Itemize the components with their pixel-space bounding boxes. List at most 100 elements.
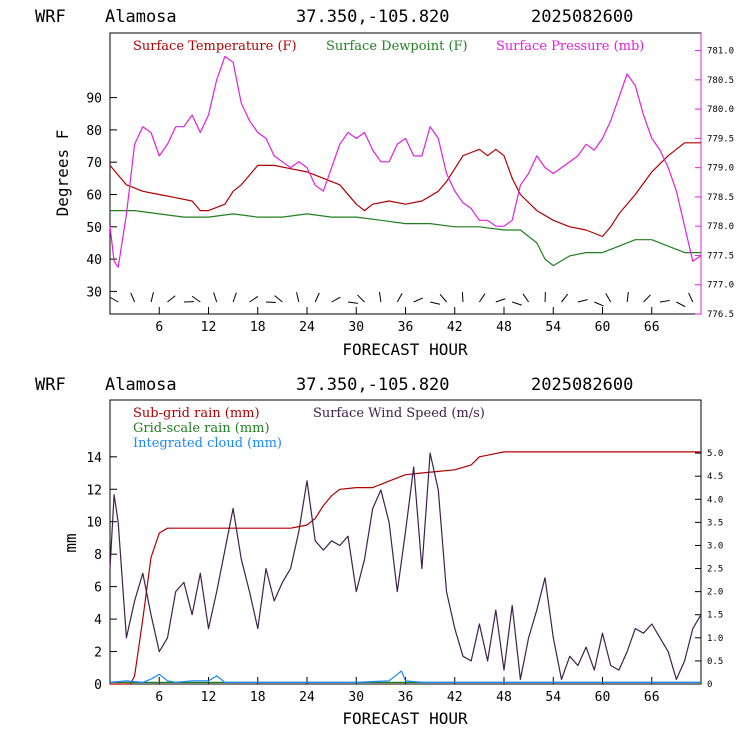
top-y-tick-label: 40 xyxy=(86,253,102,268)
wind-barb xyxy=(512,301,522,306)
top-y-tick-label: 50 xyxy=(86,221,102,236)
top-x-tick-label: 6 xyxy=(155,320,163,335)
top-x-tick-label: 66 xyxy=(644,320,660,335)
wind-barb xyxy=(413,297,424,303)
bottom-y-tick-label: 14 xyxy=(86,451,102,466)
bottom-y2-tick-label: 5.0 xyxy=(707,449,723,459)
top-y2-tick-label: 779.5 xyxy=(707,134,734,144)
top-x-tick-label: 54 xyxy=(545,320,561,335)
wind-barb xyxy=(109,296,119,303)
legend-dewpoint: Surface Dewpoint (F) xyxy=(326,39,468,54)
pressure-line xyxy=(109,55,702,268)
bottom-y2-tick-label: 1.0 xyxy=(707,634,723,644)
bottom-y2-tick-label: 4.5 xyxy=(707,472,723,482)
legend-integrated-cloud: Integrated cloud (mm) xyxy=(133,436,282,451)
wind-barb xyxy=(150,292,154,303)
top-x-tick-label: 24 xyxy=(299,320,315,335)
top-y2-tick-label: 778.0 xyxy=(707,222,734,232)
wind-barb xyxy=(213,292,218,303)
bottom-x-ticks: 6 12 18 24 30 36 42 48 54 60 66 xyxy=(155,677,660,705)
subgrid-rain-line xyxy=(110,451,701,685)
bottom-y2-tick-label: 3.0 xyxy=(707,541,723,551)
top-x-tick-label: 12 xyxy=(201,320,217,335)
wind-barb xyxy=(167,295,176,303)
wind-barb xyxy=(478,293,486,303)
wind-barb xyxy=(659,299,670,303)
bottom-y2-tick-label: 3.5 xyxy=(707,518,723,528)
wind-barb xyxy=(688,292,694,303)
top-header-run: 2025082600 xyxy=(531,7,633,27)
bottom-x-tick-label: 48 xyxy=(496,690,512,705)
bottom-y-tick-label: 0 xyxy=(94,678,102,693)
top-series-lines xyxy=(109,55,702,268)
wind-barb xyxy=(314,292,320,303)
wind-barb xyxy=(430,301,440,305)
top-y-tick-label: 70 xyxy=(86,156,102,171)
top-header-coords: 37.350,-105.820 xyxy=(296,7,450,27)
wind-barbs xyxy=(109,291,694,308)
wind-barb xyxy=(396,293,403,303)
top-x-tick-label: 48 xyxy=(496,320,512,335)
precipitation-panel: WRF Alamosa 37.350,-105.820 2025082600 S… xyxy=(35,375,723,728)
bottom-y2-tick-label: 2.5 xyxy=(707,565,723,575)
wind-barb xyxy=(626,292,629,303)
bottom-y-tick-label: 10 xyxy=(86,516,102,531)
bottom-series-lines xyxy=(109,451,702,685)
legend-pressure: Surface Pressure (mb) xyxy=(496,39,644,54)
dewpoint-line xyxy=(110,210,701,267)
bottom-x-tick-label: 12 xyxy=(201,690,217,705)
bottom-y2-tick-label: 4.0 xyxy=(707,495,723,505)
wind-barb xyxy=(265,301,276,304)
top-y2-tick-label: 776.5 xyxy=(707,310,734,320)
wind-barb xyxy=(594,301,604,307)
wind-barb xyxy=(439,294,447,303)
top-y2-tick-label: 780.5 xyxy=(707,76,734,86)
top-y-ticks: 30 40 50 60 70 80 90 xyxy=(86,92,117,300)
bottom-y2-tick-label: 2.0 xyxy=(707,588,723,598)
top-plot-frame xyxy=(109,32,702,315)
top-y2-tick-label: 777.5 xyxy=(707,251,734,261)
bottom-header-model: WRF xyxy=(35,375,66,395)
top-y2-tick-label: 780.0 xyxy=(707,105,734,115)
wind-barb xyxy=(347,301,359,304)
wind-barb xyxy=(495,298,506,303)
bottom-y2-tick-label: 0.5 xyxy=(707,657,723,667)
wind-barb xyxy=(331,296,341,303)
integrated-cloud-line xyxy=(109,670,701,684)
top-x-tick-label: 60 xyxy=(595,320,611,335)
top-y-tick-label: 60 xyxy=(86,188,102,203)
temperature-line xyxy=(109,142,701,238)
top-y-tick-label: 80 xyxy=(86,124,102,139)
legend-gridscale-rain: Grid-scale rain (mm) xyxy=(133,421,270,436)
wind-barb xyxy=(605,293,612,303)
bottom-x-tick-label: 36 xyxy=(398,690,414,705)
top-x-axis-label: FORECAST HOUR xyxy=(342,340,468,359)
bottom-y2-tick-label: 1.5 xyxy=(707,611,723,621)
wind-barb xyxy=(274,295,283,303)
top-y2-tick-label: 778.5 xyxy=(707,193,734,203)
bottom-x-tick-label: 54 xyxy=(545,690,561,705)
wind-barb xyxy=(643,294,651,303)
wind-barb xyxy=(561,293,569,303)
wind-barb xyxy=(357,294,365,303)
wind-barb xyxy=(522,293,530,303)
wind-barb xyxy=(191,295,201,303)
bottom-y2-tick-label: 0 xyxy=(707,680,712,690)
top-y2-ticks: 776.5 777.0 777.5 778.0 778.5 779.0 779.5 780.0… xyxy=(695,47,734,320)
bottom-y-ticks: 0 2 4 6 8 10 12 14 xyxy=(86,451,117,693)
wind-speed-line xyxy=(109,452,702,681)
bottom-x-tick-label: 42 xyxy=(447,690,463,705)
bottom-x-tick-label: 66 xyxy=(644,690,660,705)
bottom-x-tick-label: 60 xyxy=(595,690,611,705)
bottom-y-tick-label: 4 xyxy=(94,613,102,628)
bottom-x-axis-label: FORECAST HOUR xyxy=(342,709,468,728)
top-header-location: Alamosa xyxy=(105,7,177,27)
top-y2-tick-label: 779.0 xyxy=(707,164,734,174)
top-header-model: WRF xyxy=(35,7,66,27)
bottom-y-tick-label: 2 xyxy=(94,646,102,661)
wind-barb xyxy=(130,292,136,303)
bottom-x-tick-label: 30 xyxy=(348,690,364,705)
wind-barb xyxy=(232,292,237,303)
wind-barb xyxy=(378,292,382,303)
